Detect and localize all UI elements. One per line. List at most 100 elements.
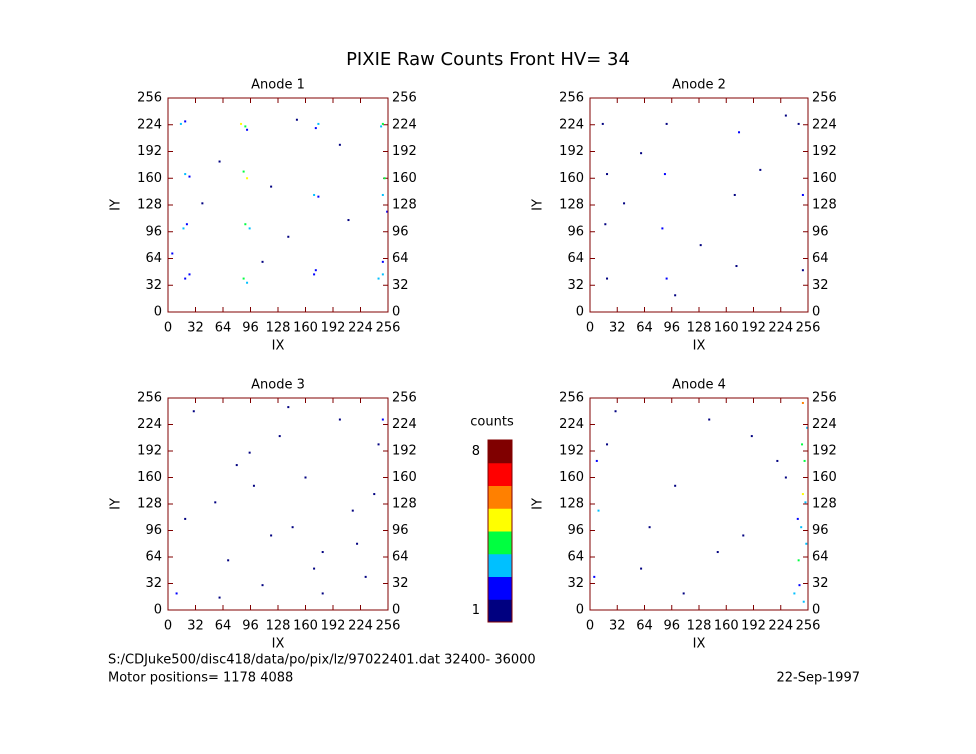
pixel: [270, 185, 273, 188]
pixel: [661, 227, 664, 230]
pixel: [708, 418, 711, 421]
x-tick-label: 192: [321, 321, 346, 336]
y-tick-label: 96: [567, 523, 584, 538]
y-tick-label: 32: [145, 576, 162, 591]
y-tick-label-right: 96: [812, 224, 829, 239]
y-tick-label: 32: [145, 278, 162, 293]
plot-frame: [589, 97, 809, 313]
pixel: [663, 173, 666, 176]
x-tick-label: 64: [636, 321, 653, 336]
pixel: [381, 260, 384, 263]
colorbar-segment: [488, 440, 512, 464]
pixel: [313, 567, 316, 570]
pixel: [244, 125, 247, 128]
y-tick-label-right: 256: [392, 391, 417, 406]
pixel: [246, 281, 249, 284]
pixel: [184, 277, 187, 280]
pixel: [597, 509, 600, 512]
pixel: [801, 401, 804, 404]
pixel: [246, 128, 249, 131]
colorbar-segment: [488, 531, 512, 555]
x-tick-label: 256: [376, 619, 401, 634]
y-tick-label-right: 0: [392, 305, 400, 320]
pixel: [295, 118, 298, 121]
x-tick-label: 96: [242, 321, 259, 336]
pixel: [381, 273, 384, 276]
colorbar-segment: [488, 508, 512, 532]
pixel: [182, 227, 185, 230]
colorbar-segment: [488, 599, 512, 623]
pixel: [804, 501, 807, 504]
x-tick-label: 32: [187, 619, 204, 634]
panel-title: Anode 4: [672, 378, 726, 393]
y-tick-label: 128: [559, 497, 584, 512]
y-tick-label: 192: [137, 144, 162, 159]
x-tick-label: 160: [293, 619, 318, 634]
pixel: [601, 122, 604, 125]
pixel: [665, 277, 668, 280]
x-tick-label: 0: [164, 321, 172, 336]
page-title: PIXIE Raw Counts Front HV= 34: [346, 49, 630, 70]
y-tick-label: 0: [576, 603, 584, 618]
pixel: [793, 592, 796, 595]
pixel: [252, 484, 255, 487]
y-tick-label-right: 160: [812, 470, 837, 485]
colorbar-segment: [488, 553, 512, 577]
pixel: [278, 435, 281, 438]
y-tick-label-right: 32: [392, 278, 409, 293]
x-tick-label: 160: [714, 619, 739, 634]
pixel: [380, 125, 383, 128]
pixel: [606, 173, 609, 176]
y-tick-label: 128: [137, 198, 162, 213]
y-tick-label: 64: [145, 251, 162, 266]
x-tick-label: 96: [242, 619, 259, 634]
pixel: [184, 517, 187, 520]
pixel: [287, 235, 290, 238]
x-tick-label: 192: [741, 321, 766, 336]
colorbar-segment: [488, 576, 512, 600]
pixel: [242, 170, 245, 173]
colorbar-segment: [488, 462, 512, 486]
y-tick-label: 0: [154, 305, 162, 320]
y-tick-label-right: 192: [392, 444, 417, 459]
pixel: [665, 122, 668, 125]
y-tick-label-right: 0: [392, 603, 400, 618]
colorbar-label: counts: [470, 415, 514, 430]
pixel: [735, 265, 738, 268]
y-tick-label: 224: [137, 117, 162, 132]
y-axis-label: IY: [109, 498, 124, 510]
pixel: [640, 152, 643, 155]
pixel: [733, 193, 736, 196]
pixel: [750, 435, 753, 438]
y-tick-label: 160: [137, 470, 162, 485]
pixel: [338, 143, 341, 146]
pixel: [188, 175, 191, 178]
pixel: [798, 584, 801, 587]
y-tick-label: 256: [137, 391, 162, 406]
pixel: [351, 509, 354, 512]
y-tick-label: 96: [567, 224, 584, 239]
x-tick-label: 64: [215, 321, 232, 336]
plot-frame: [167, 397, 389, 611]
x-tick-label: 64: [215, 619, 232, 634]
y-tick-label-right: 224: [392, 117, 417, 132]
pixel: [218, 160, 221, 163]
x-tick-label: 64: [636, 619, 653, 634]
pixel: [287, 406, 290, 409]
pixel: [803, 459, 806, 462]
pixel: [321, 551, 324, 554]
y-tick-label-right: 32: [812, 576, 829, 591]
pixel: [314, 127, 317, 130]
pixel: [246, 177, 249, 180]
y-tick-label-right: 0: [812, 603, 820, 618]
x-tick-label: 224: [348, 619, 373, 634]
y-tick-label: 128: [137, 497, 162, 512]
plot-frame: [167, 97, 389, 313]
plot-frame: [589, 397, 809, 611]
y-tick-label: 128: [559, 198, 584, 213]
pixel: [606, 443, 609, 446]
pixel: [801, 193, 804, 196]
y-tick-label: 64: [567, 251, 584, 266]
pixel: [347, 219, 350, 222]
